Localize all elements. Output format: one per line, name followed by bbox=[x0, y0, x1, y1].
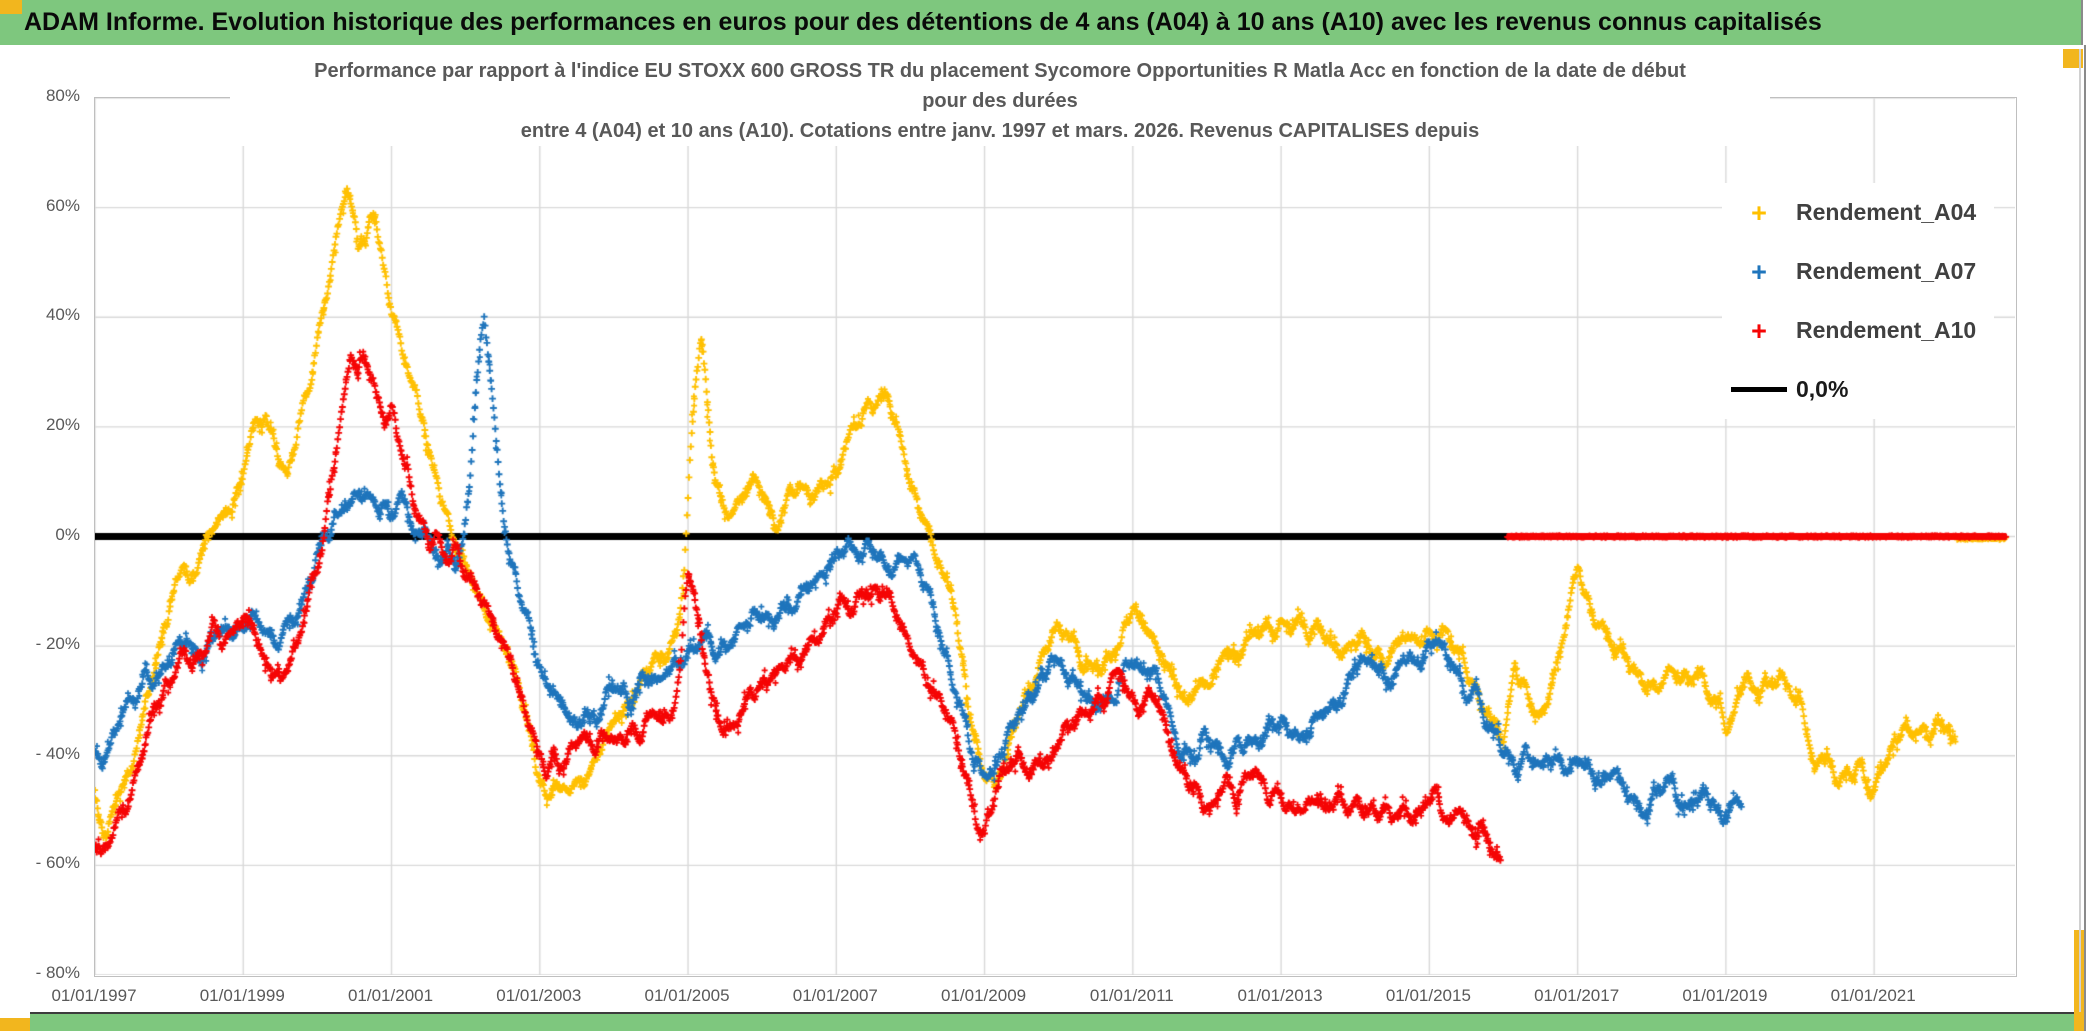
legend-item-zero-line[interactable]: 0,0% bbox=[1722, 360, 1994, 419]
plus-marker-icon: + bbox=[1751, 197, 1767, 228]
y-axis-tick-label: 60% bbox=[45, 195, 80, 215]
legend-label: Rendement_A04 bbox=[1796, 199, 1977, 225]
header-bar: ADAM Informe. Evolution historique des p… bbox=[0, 0, 2083, 45]
y-axis-tick-label: 0% bbox=[55, 524, 80, 544]
x-axis-tick-label: 01/01/2009 bbox=[941, 986, 1027, 1005]
chart-title-line-3: entre 4 (A04) et 10 ans (A10). Cotations… bbox=[520, 120, 1480, 142]
chart-title-line-2: pour des durées bbox=[922, 90, 1078, 112]
zero-line-swatch-icon bbox=[1731, 387, 1787, 392]
x-axis-tick-label: 01/01/2007 bbox=[792, 986, 878, 1005]
right-edge-line bbox=[2084, 45, 2086, 1031]
x-axis-tick-label: 01/01/1997 bbox=[51, 986, 137, 1005]
y-axis-tick-label: - 80% bbox=[35, 963, 80, 982]
legend-label: Rendement_A10 bbox=[1796, 317, 1977, 343]
x-axis-tick-label: 01/01/1999 bbox=[199, 986, 285, 1005]
chart-legend: + Rendement_A04 + Rendement_A07 + Rendem… bbox=[1722, 183, 1994, 419]
y-axis-tick-label: 20% bbox=[45, 414, 80, 434]
x-axis-tick-label: 01/01/2011 bbox=[1089, 986, 1174, 1005]
plot-area bbox=[94, 97, 2017, 977]
chart-canvas bbox=[95, 98, 2015, 975]
legend-item-rendement-a04[interactable]: + Rendement_A04 bbox=[1722, 183, 1994, 242]
gold-accent-top-right bbox=[2063, 49, 2083, 68]
x-axis-tick-label: 01/01/2015 bbox=[1385, 986, 1471, 1005]
legend-label: 0,0% bbox=[1796, 376, 1849, 402]
chart-title: Performance par rapport à l'indice EU ST… bbox=[230, 56, 1770, 146]
y-axis-tick-label: 80% bbox=[45, 86, 80, 105]
chart-title-line-1: Performance par rapport à l'indice EU ST… bbox=[314, 60, 1686, 82]
y-axis-tick-label: 40% bbox=[45, 305, 80, 325]
footer-bar bbox=[30, 1012, 2074, 1031]
x-axis-tick-label: 01/01/2005 bbox=[644, 986, 730, 1005]
legend-item-rendement-a07[interactable]: + Rendement_A07 bbox=[1722, 242, 1994, 301]
x-axis-tick-label: 01/01/2021 bbox=[1830, 986, 1916, 1005]
page-title: ADAM Informe. Evolution historique des p… bbox=[24, 8, 1822, 36]
x-axis-tick-label: 01/01/2013 bbox=[1237, 986, 1323, 1005]
plus-marker-icon: + bbox=[1751, 315, 1767, 346]
legend-item-rendement-a10[interactable]: + Rendement_A10 bbox=[1722, 301, 1994, 360]
x-axis-tick-label: 01/01/2017 bbox=[1534, 986, 1620, 1005]
gold-accent-top-left bbox=[0, 0, 22, 14]
y-axis-tick-label: - 20% bbox=[35, 634, 80, 654]
x-axis-tick-label: 01/01/2003 bbox=[496, 986, 582, 1005]
right-boundary-line bbox=[2079, 49, 2081, 1012]
gold-accent-bottom-left bbox=[0, 1018, 30, 1031]
legend-label: Rendement_A07 bbox=[1796, 258, 1977, 284]
x-axis-tick-label: 01/01/2001 bbox=[347, 986, 434, 1005]
x-axis-tick-label: 01/01/2019 bbox=[1682, 986, 1768, 1005]
y-axis-tick-label: - 40% bbox=[35, 743, 80, 763]
plus-marker-icon: + bbox=[1751, 256, 1767, 287]
y-axis-tick-label: - 60% bbox=[35, 853, 80, 873]
